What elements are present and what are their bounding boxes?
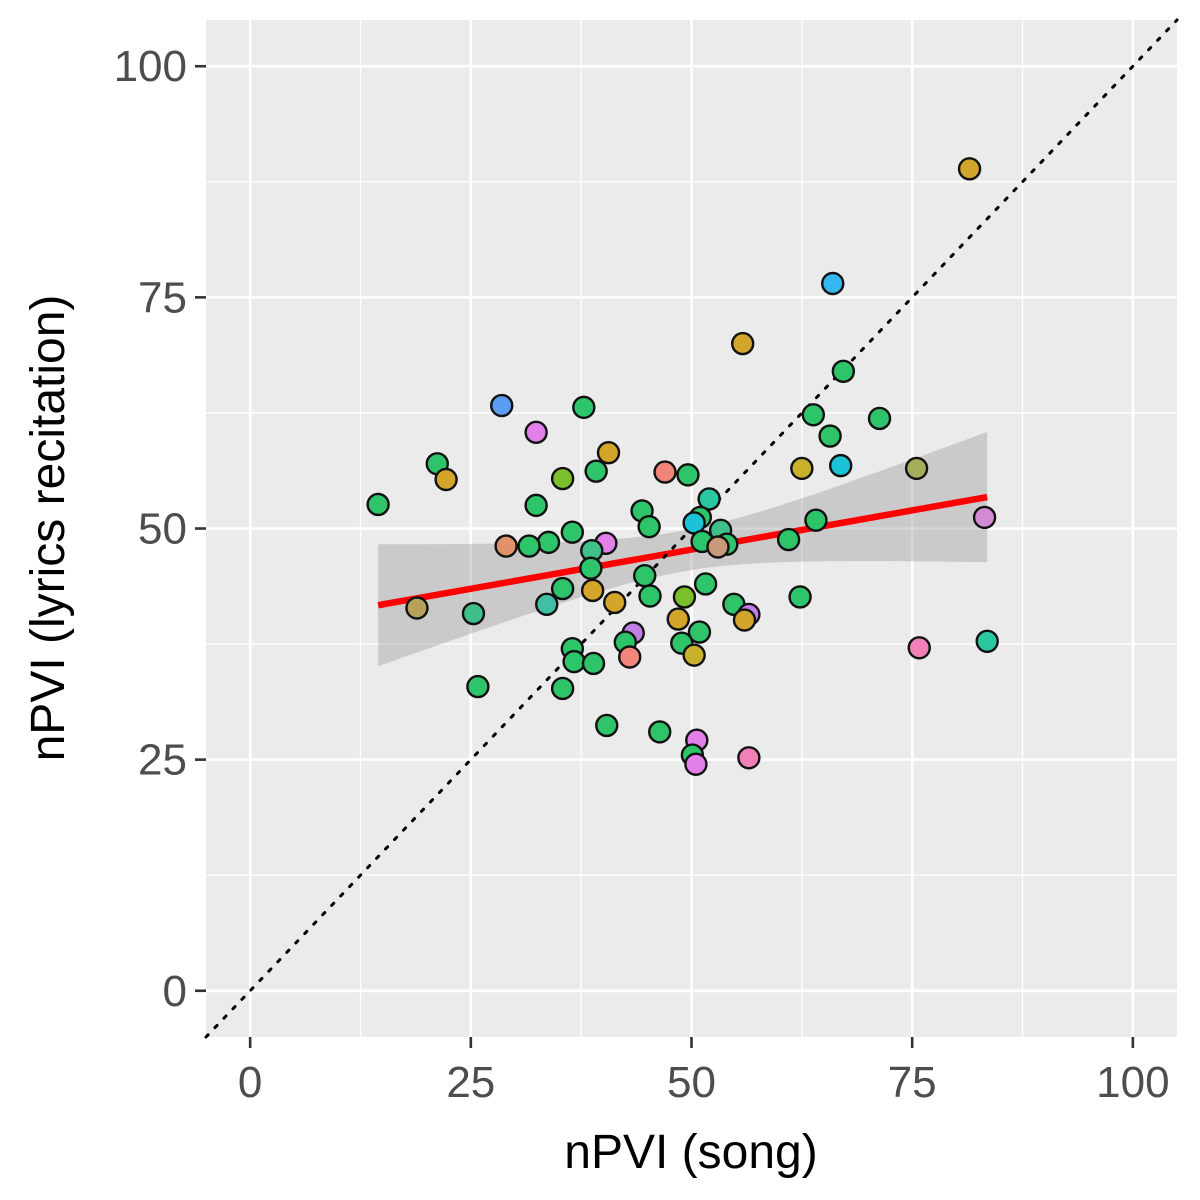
data-point bbox=[466, 674, 490, 699]
data-point bbox=[550, 466, 575, 491]
data-point bbox=[790, 456, 814, 481]
data-point bbox=[972, 505, 997, 530]
data-point bbox=[687, 620, 712, 644]
x-axis-ticks: 0 25 50 75 100 bbox=[238, 1037, 1170, 1107]
data-point bbox=[581, 651, 606, 676]
data-point bbox=[975, 629, 999, 653]
data-point bbox=[732, 608, 757, 632]
data-point bbox=[676, 463, 700, 487]
data-point bbox=[550, 676, 575, 701]
data-point bbox=[907, 636, 931, 660]
data-point bbox=[831, 359, 856, 384]
data-point bbox=[524, 493, 548, 518]
data-point bbox=[366, 492, 390, 517]
data-point bbox=[867, 406, 892, 431]
data-point bbox=[603, 590, 627, 615]
data-point bbox=[584, 459, 608, 483]
data-point bbox=[633, 563, 657, 588]
data-point bbox=[618, 645, 642, 669]
data-point bbox=[461, 601, 486, 626]
data-point bbox=[653, 460, 677, 484]
data-point bbox=[666, 607, 690, 631]
data-point bbox=[550, 576, 575, 601]
data-point bbox=[818, 424, 842, 448]
data-point bbox=[524, 420, 548, 445]
x-tick-label: 100 bbox=[1096, 1058, 1169, 1107]
data-point bbox=[682, 643, 706, 667]
x-axis-title: nPVI (song) bbox=[564, 1126, 817, 1179]
data-point bbox=[595, 713, 619, 738]
data-point bbox=[405, 596, 429, 620]
data-point bbox=[490, 393, 514, 418]
data-point bbox=[638, 584, 662, 608]
data-point bbox=[693, 572, 718, 596]
data-point bbox=[828, 453, 853, 478]
data-point bbox=[536, 530, 561, 555]
data-point bbox=[697, 487, 721, 511]
data-point bbox=[535, 592, 559, 617]
x-tick-label: 25 bbox=[446, 1058, 495, 1107]
data-points bbox=[366, 157, 999, 776]
data-point bbox=[737, 746, 761, 770]
y-tick-label: 50 bbox=[138, 505, 187, 554]
y-axis-title: nPVI (lyrics recitation) bbox=[22, 295, 75, 762]
x-tick-label: 50 bbox=[667, 1058, 716, 1107]
y-tick-label: 75 bbox=[138, 273, 187, 322]
regression-line bbox=[377, 493, 988, 609]
x-tick-label: 75 bbox=[888, 1058, 937, 1107]
y-tick-label: 25 bbox=[138, 736, 187, 785]
data-point bbox=[957, 157, 982, 181]
x-tick-label: 0 bbox=[238, 1058, 262, 1107]
data-point bbox=[904, 456, 929, 481]
data-point bbox=[494, 534, 518, 558]
data-point bbox=[706, 535, 730, 559]
data-point bbox=[579, 556, 603, 580]
data-point bbox=[801, 403, 826, 427]
y-tick-label: 100 bbox=[114, 42, 187, 91]
data-point bbox=[776, 527, 801, 552]
data-point bbox=[804, 508, 828, 532]
data-point bbox=[434, 467, 458, 492]
y-tick-label: 0 bbox=[163, 967, 187, 1016]
regression-line-layer bbox=[377, 493, 988, 609]
data-point bbox=[637, 514, 661, 539]
data-point bbox=[517, 534, 541, 558]
data-point bbox=[572, 395, 596, 420]
data-point bbox=[562, 649, 586, 674]
data-point bbox=[730, 331, 755, 356]
data-point bbox=[560, 520, 585, 544]
data-point bbox=[821, 271, 845, 296]
data-point bbox=[684, 752, 708, 776]
data-point bbox=[580, 578, 605, 603]
y-axis-ticks: 0 25 50 75 100 bbox=[114, 42, 206, 1016]
data-point bbox=[648, 720, 672, 744]
data-point bbox=[788, 585, 812, 609]
data-point bbox=[596, 440, 621, 465]
data-point bbox=[672, 585, 697, 609]
